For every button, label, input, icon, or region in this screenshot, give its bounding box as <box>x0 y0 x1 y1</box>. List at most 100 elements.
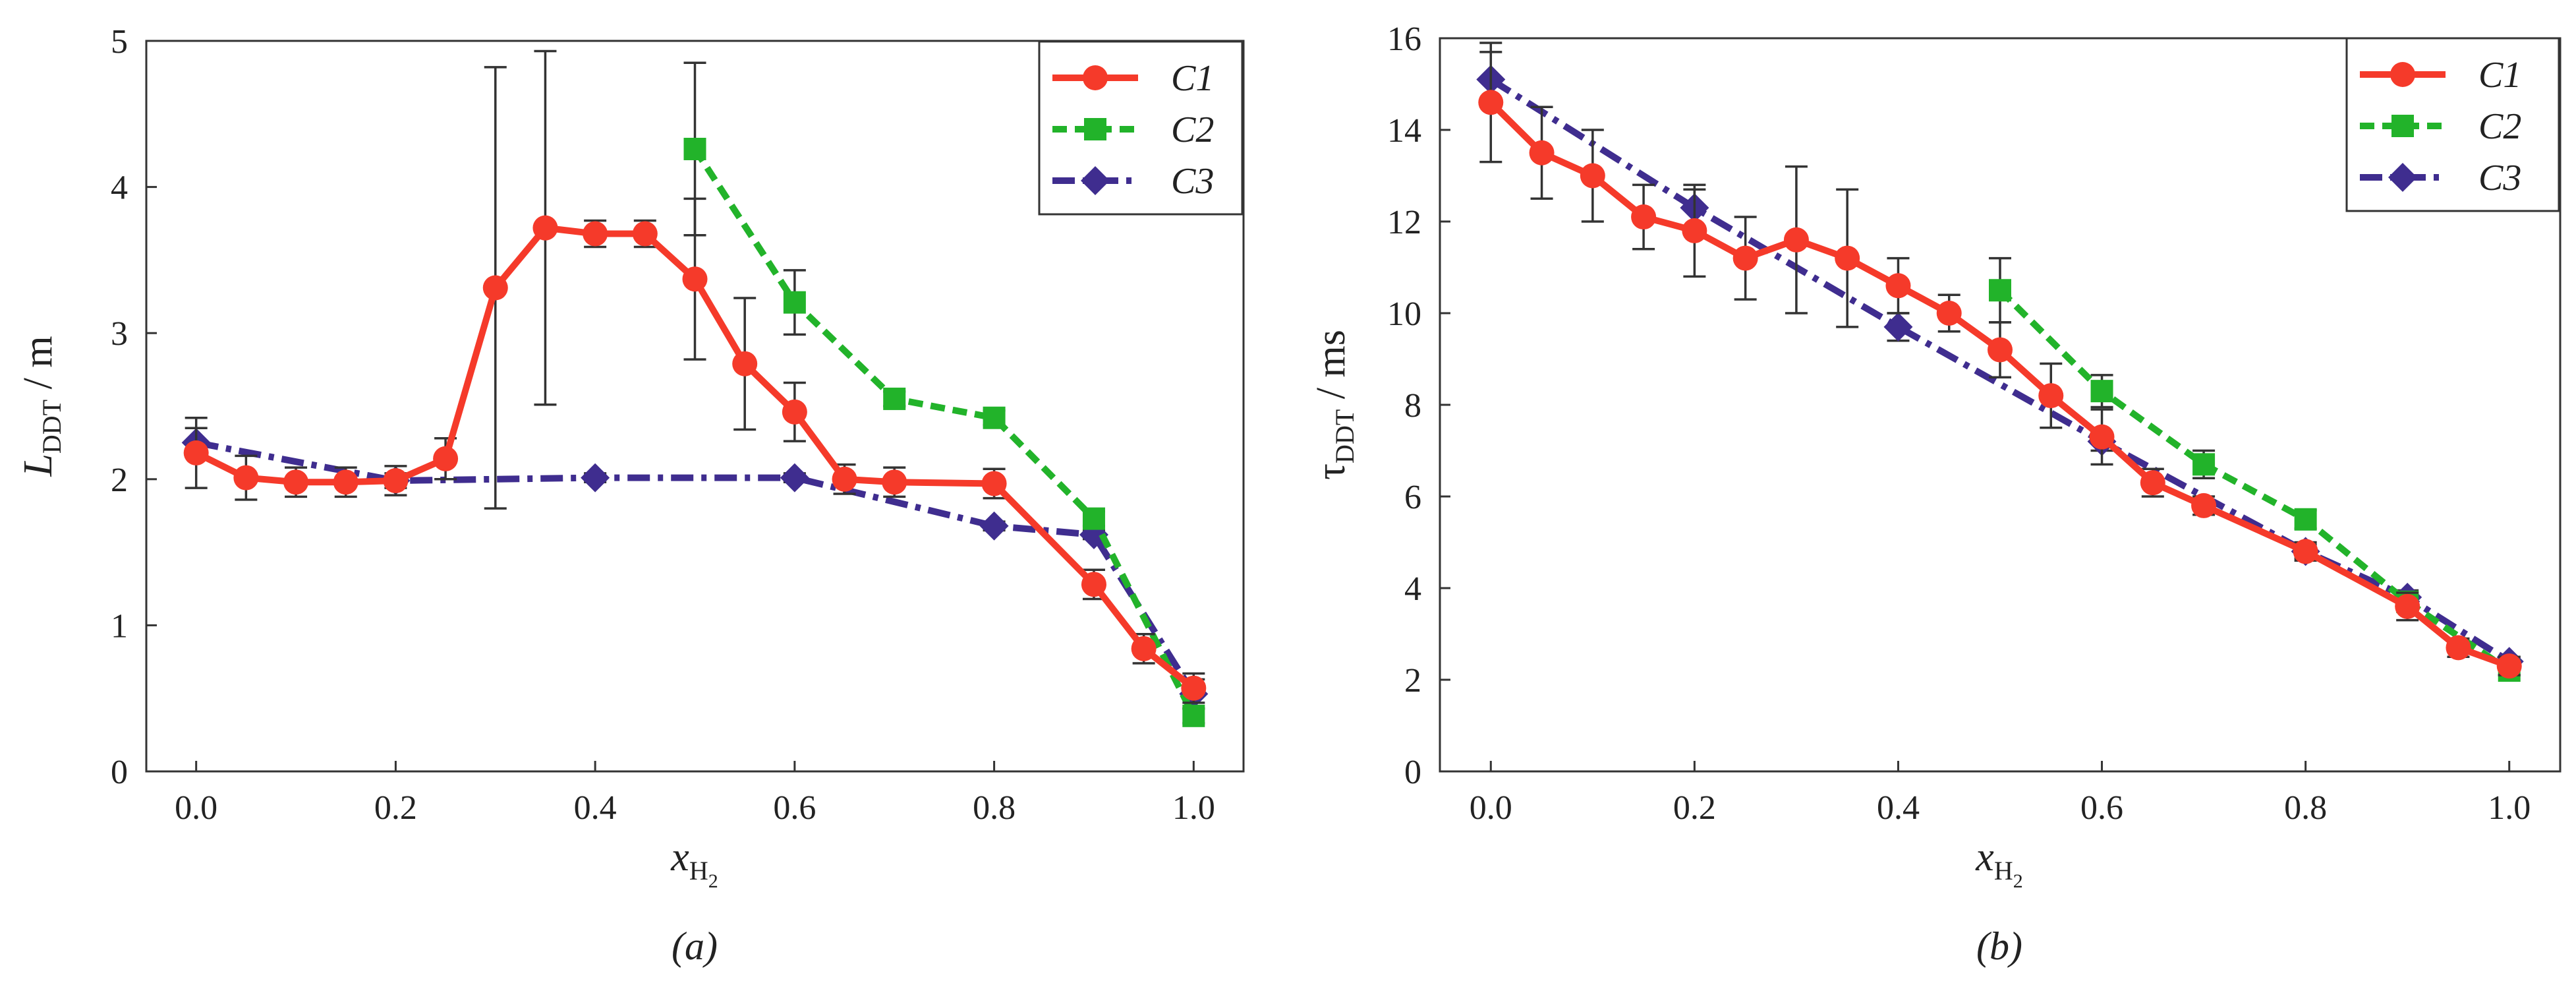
y-tick-label: 14 <box>1387 112 1421 150</box>
panel-b-caption: (b) <box>1976 924 2022 968</box>
data-point-C1 <box>1885 273 1911 299</box>
data-point-C2 <box>883 387 906 410</box>
panel-b-xlabel: xH2 <box>1975 835 2022 892</box>
data-point-C1 <box>2089 424 2115 450</box>
data-point-C1 <box>1835 245 1860 271</box>
y-tick-label: 2 <box>1404 662 1421 700</box>
data-point-C1 <box>1478 90 1504 115</box>
panel-a: 0.0 0.2 0.4 0.6 0.8 1.0 0 1 2 3 4 5 LDDT / m xH2 (a… <box>16 23 1245 968</box>
data-point-C1 <box>632 221 658 247</box>
panel-a-xlabel: xH2 <box>670 835 718 892</box>
legend-marker-C1 <box>2390 62 2415 87</box>
panel-a-legend-box <box>1038 40 1244 216</box>
data-point-C2 <box>1989 279 2011 302</box>
y-tick-label: 10 <box>1387 295 1421 333</box>
data-point-C2 <box>1182 704 1205 727</box>
data-point-C1 <box>183 440 209 465</box>
y-tick-label: 5 <box>111 23 128 61</box>
legend-label-C1: C1 <box>1171 58 1214 99</box>
data-point-C1 <box>1081 572 1106 597</box>
series-C1 <box>183 49 1207 704</box>
x-tick-label: 0.8 <box>2284 789 2327 827</box>
panel-a-ticks: 0.0 0.2 0.4 0.6 0.8 1.0 0 1 2 3 4 5 <box>111 23 1215 827</box>
data-point-C3 <box>581 463 610 493</box>
data-point-C1 <box>2446 635 2471 661</box>
data-point-C1 <box>1580 163 1605 189</box>
data-point-C1 <box>2293 539 2318 564</box>
data-point-C1 <box>682 266 708 292</box>
data-point-C1 <box>2496 653 2522 679</box>
legend-marker-C3 <box>2388 163 2417 192</box>
legend-entry-C1: C1 <box>2360 55 2521 96</box>
y-tick-label: 3 <box>111 315 128 353</box>
legend-label-C2: C2 <box>2478 106 2521 147</box>
y-tick-label: 0 <box>1404 754 1421 791</box>
panel-a-legend-entries: C1 C2 C3 <box>1052 58 1214 202</box>
series-line-C2 <box>1997 287 2511 674</box>
data-point-C1 <box>2038 383 2064 409</box>
series-C1 <box>1478 42 2522 679</box>
series-line-C2 <box>692 147 1197 718</box>
y-tick-label: 4 <box>1404 570 1421 608</box>
data-point-C1 <box>1181 675 1207 701</box>
data-point-C2 <box>2090 380 2113 403</box>
series-C3 <box>181 427 1209 710</box>
data-point-C2 <box>683 137 706 160</box>
data-point-C1 <box>482 275 508 301</box>
legend-entry-C2: C2 <box>2360 106 2521 147</box>
x-tick-label: 1.0 <box>2488 789 2531 827</box>
x-tick-label: 0.2 <box>1673 789 1716 827</box>
legend-entry-C1: C1 <box>1052 58 1214 99</box>
data-point-C1 <box>782 399 807 425</box>
x-tick-label: 0.4 <box>574 789 617 827</box>
panel-b-ylabel: τDDT / ms <box>1309 330 1360 480</box>
panel-b: 0.0 0.2 0.4 0.6 0.8 1.0 0 2 4 6 8 10 12 14 16 τDDT / m… <box>1309 20 2562 968</box>
data-point-C1 <box>1988 337 2013 363</box>
data-point-C1 <box>2191 493 2217 518</box>
data-point-C1 <box>532 215 558 241</box>
data-point-C3 <box>780 463 809 493</box>
data-point-C1 <box>1682 218 1707 243</box>
legend-marker-C1 <box>1083 65 1108 90</box>
data-point-C2 <box>2294 508 2317 531</box>
x-tick-label: 0.0 <box>1470 789 1512 827</box>
data-point-C1 <box>1936 301 1962 326</box>
legend-marker-C2 <box>2391 115 2414 137</box>
panel-a-ylabel: LDDT / m <box>16 336 67 477</box>
y-tick-label: 1 <box>111 607 128 645</box>
data-point-C2 <box>983 406 1006 429</box>
data-point-C1 <box>882 469 907 495</box>
y-tick-label: 0 <box>111 754 128 791</box>
panel-b-ticks: 0.0 0.2 0.4 0.6 0.8 1.0 0 2 4 6 8 10 12 14 16 <box>1387 20 2531 827</box>
panel-a-caption: (a) <box>672 924 718 968</box>
y-tick-label: 8 <box>1404 387 1421 425</box>
x-tick-label: 0.4 <box>1877 789 1920 827</box>
y-tick-label: 4 <box>111 169 128 207</box>
panel-b-legend-entries: C1 C2 C3 <box>2360 55 2521 198</box>
y-tick-label: 6 <box>1404 479 1421 516</box>
legend-label-C1: C1 <box>2478 55 2521 96</box>
legend-entry-C2: C2 <box>1052 109 1214 150</box>
legend-label-C2: C2 <box>1171 109 1214 150</box>
data-point-C3 <box>1883 312 1913 342</box>
data-point-C3 <box>979 511 1009 541</box>
data-point-C1 <box>1732 245 1758 271</box>
legend-marker-C3 <box>1081 166 1110 195</box>
data-point-C1 <box>2395 593 2420 619</box>
data-point-C2 <box>1082 507 1105 530</box>
data-point-C1 <box>233 465 259 491</box>
data-point-C1 <box>583 221 608 247</box>
panel-a-series <box>181 49 1209 727</box>
data-point-C1 <box>433 446 459 471</box>
panel-b-legend: C1 C2 C3 <box>2345 37 2560 212</box>
x-tick-label: 1.0 <box>1172 789 1215 827</box>
x-tick-label: 0.6 <box>2080 789 2123 827</box>
data-point-C2 <box>783 291 806 314</box>
data-point-C1 <box>1783 227 1809 253</box>
legend-label-C3: C3 <box>1171 161 1214 202</box>
y-tick-label: 2 <box>111 462 128 499</box>
legend-entry-C3: C3 <box>2360 158 2521 198</box>
panel-b-series <box>1476 42 2524 682</box>
legend-entry-C3: C3 <box>1052 161 1214 202</box>
